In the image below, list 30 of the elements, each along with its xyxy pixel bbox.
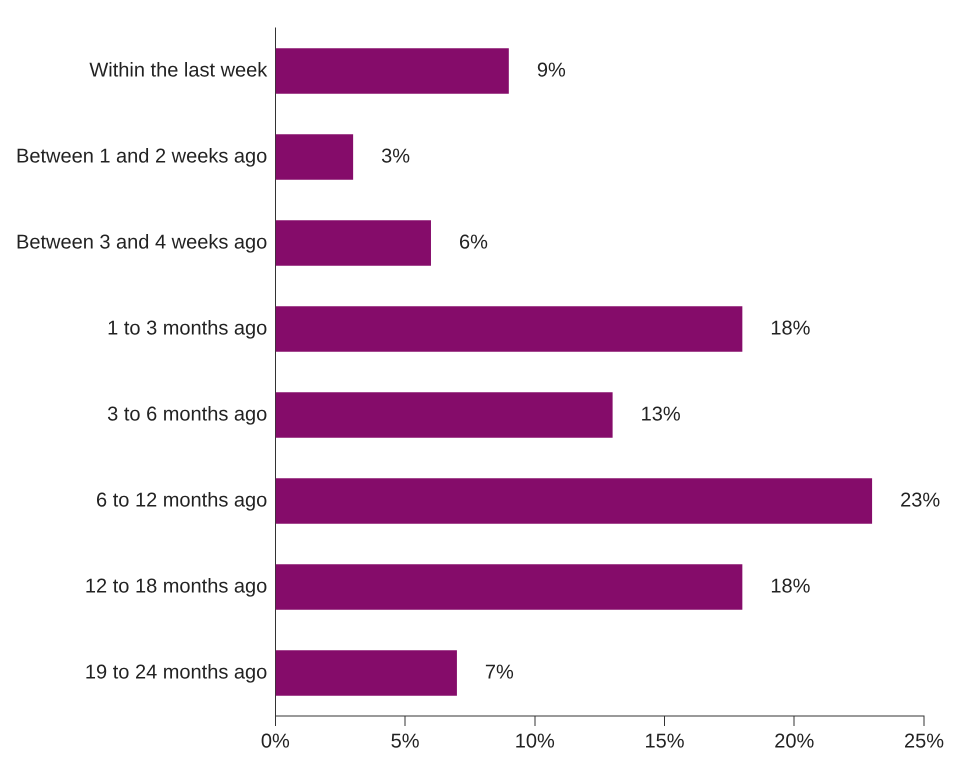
x-tick-label: 20% — [774, 730, 814, 753]
data-label: 23% — [900, 490, 940, 512]
y-tick-label: 3 to 6 months ago — [107, 404, 268, 426]
data-label: 9% — [536, 60, 566, 82]
bar — [276, 306, 742, 352]
data-label: 7% — [484, 662, 514, 684]
x-tick-label: 15% — [644, 730, 685, 753]
y-tick-label: Between 1 and 2 weeks ago — [16, 146, 268, 168]
y-tick-label: 6 to 12 months ago — [96, 490, 268, 512]
data-label: 18% — [770, 576, 811, 598]
y-tick-label: 1 to 3 months ago — [107, 318, 268, 340]
y-tick-label: 19 to 24 months ago — [84, 662, 268, 684]
data-label: 18% — [770, 318, 811, 340]
bar — [276, 220, 431, 266]
data-label: 3% — [381, 146, 410, 168]
y-tick-label: Between 3 and 4 weeks ago — [16, 232, 268, 254]
bar — [276, 134, 354, 180]
x-tick-label: 5% — [390, 730, 420, 753]
data-label: 13% — [640, 404, 681, 426]
y-tick-label: Within the last week — [89, 60, 268, 82]
x-tick-label: 10% — [514, 730, 555, 753]
bar — [276, 48, 509, 94]
x-tick-label: 25% — [904, 730, 944, 753]
bar — [276, 392, 613, 438]
y-tick-label: 12 to 18 months ago — [84, 576, 268, 598]
data-label: 6% — [458, 232, 488, 254]
x-tick-label: 0% — [260, 730, 290, 753]
bar — [276, 650, 457, 696]
bar — [276, 478, 872, 524]
bar — [276, 564, 742, 610]
